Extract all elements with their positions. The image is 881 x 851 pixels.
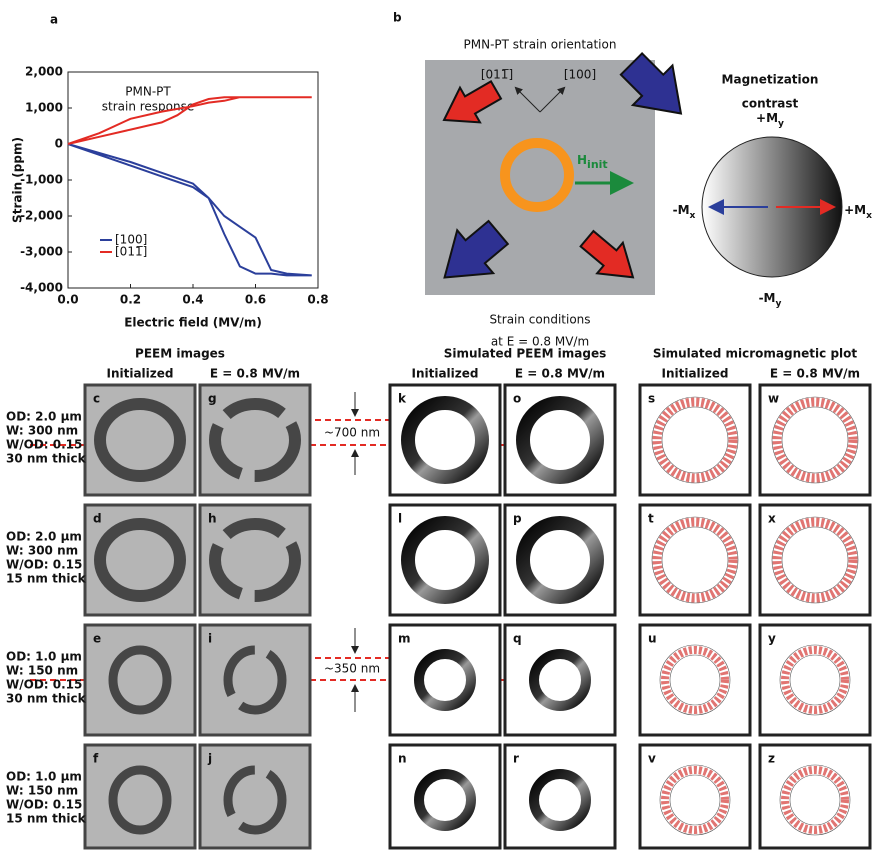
row-label: W/OD: 0.15	[6, 558, 82, 572]
minus-mx-main: -M	[673, 203, 690, 217]
minus-mx-sub: x	[690, 211, 696, 221]
contrast-title: Magnetization	[722, 73, 819, 87]
spacing-label: ~350 nm	[324, 662, 380, 676]
contrast-title: contrast	[742, 97, 799, 111]
direction: [100]	[564, 68, 596, 82]
minus-my-sub: y	[775, 299, 781, 309]
panel-letter: n	[398, 752, 407, 766]
x-tick-label: 0.4	[182, 293, 203, 307]
panel-letter: g	[208, 392, 217, 406]
annotation: PMN-PT	[125, 85, 171, 99]
panel-letter: i	[208, 632, 212, 646]
x-tick-label: 0.0	[57, 293, 78, 307]
row-label: 15 nm thick	[6, 572, 87, 586]
panel-letter: r	[513, 752, 519, 766]
plus-mx: +Mx	[844, 203, 872, 221]
peem-image	[85, 625, 195, 735]
figure: a-4,000-3,000-2,000-1,00001,0002,0000.00…	[0, 0, 881, 851]
panel-letter: o	[513, 392, 521, 406]
panel-letter: c	[93, 392, 100, 406]
plus-my-sub: y	[778, 119, 784, 129]
legend-label: [011̅]	[115, 245, 147, 259]
y-tick-label: 1,000	[25, 101, 63, 115]
y-axis-label: Strain (ppm)	[11, 137, 25, 223]
row-label: 30 nm thick	[6, 692, 87, 706]
panel-label: b	[393, 11, 402, 25]
panel-letter: q	[513, 632, 522, 646]
row-label: OD: 2.0 µm	[6, 530, 82, 544]
panel-letter: p	[513, 512, 522, 526]
row-label: W: 300 nm	[6, 544, 78, 558]
panel-letter: w	[768, 392, 779, 406]
field-sub: init	[587, 158, 608, 171]
y-tick-label: -1,000	[20, 173, 63, 187]
group-title: Simulated PEEM images	[444, 347, 607, 361]
annotation: strain response	[102, 100, 195, 114]
row-label: W/OD: 0.15	[6, 438, 82, 452]
row-label: W/OD: 0.15	[6, 678, 82, 692]
column-title: E = 0.8 MV/m	[770, 367, 860, 381]
column-title: Initialized	[106, 367, 173, 381]
group-title: PEEM images	[135, 347, 225, 361]
plus-mx-sub: x	[866, 211, 872, 221]
panel-letter: k	[398, 392, 407, 406]
panel-letter: s	[648, 392, 655, 406]
panel-title: PMN-PT strain orientation	[464, 38, 617, 52]
row-label: 30 nm thick	[6, 452, 87, 466]
sim-image	[505, 745, 615, 848]
y-tick-label: 0	[55, 137, 63, 151]
row-label: W: 150 nm	[6, 784, 78, 798]
x-tick-label: 0.2	[120, 293, 141, 307]
direction: [011̅]	[481, 68, 513, 82]
minus-my-main: -M	[759, 291, 776, 305]
panel-letter: z	[768, 752, 775, 766]
plus-my: +My	[756, 111, 784, 129]
column-title: E = 0.8 MV/m	[210, 367, 300, 381]
x-tick-label: 0.8	[307, 293, 328, 307]
column-title: Initialized	[411, 367, 478, 381]
y-tick-label: 2,000	[25, 65, 63, 79]
minus-my: -My	[759, 291, 782, 309]
panel-letter: y	[768, 632, 776, 646]
row-label: OD: 2.0 µm	[6, 410, 82, 424]
panel-letter: h	[208, 512, 217, 526]
x-tick-label: 0.6	[245, 293, 266, 307]
column-title: E = 0.8 MV/m	[515, 367, 605, 381]
panel-letter: l	[398, 512, 402, 526]
column-title: Initialized	[661, 367, 728, 381]
panel-letter: t	[648, 512, 654, 526]
panel-letter: j	[207, 752, 212, 766]
mm-image	[760, 625, 870, 735]
panel-letter: f	[93, 752, 99, 766]
spacing-label: ~700 nm	[324, 426, 380, 440]
y-tick-label: -3,000	[20, 245, 63, 259]
row-label: W/OD: 0.15	[6, 798, 82, 812]
field-main: H	[577, 153, 587, 167]
panel-letter: u	[648, 632, 657, 646]
x-axis-label: Electric field (MV/m)	[124, 316, 262, 330]
row-label: W: 150 nm	[6, 664, 78, 678]
row-label: OD: 1.0 µm	[6, 770, 82, 784]
row-label: 15 nm thick	[6, 812, 87, 826]
row-label: OD: 1.0 µm	[6, 650, 82, 664]
group-title: Simulated micromagnetic plot	[653, 347, 858, 361]
caption: Strain conditions	[489, 313, 590, 327]
panel-letter: v	[648, 752, 656, 766]
panel-letter: d	[93, 512, 102, 526]
panel-label: a	[50, 13, 58, 27]
peem-image	[200, 625, 310, 735]
y-tick-label: -2,000	[20, 209, 63, 223]
panel-letter: m	[398, 632, 411, 646]
row-label: W: 300 nm	[6, 424, 78, 438]
panel-letter: x	[768, 512, 776, 526]
minus-mx: -Mx	[673, 203, 696, 221]
series-line	[68, 144, 312, 275]
plus-my-main: +M	[756, 111, 778, 125]
plus-mx-main: +M	[844, 203, 866, 217]
panel-letter: e	[93, 632, 101, 646]
